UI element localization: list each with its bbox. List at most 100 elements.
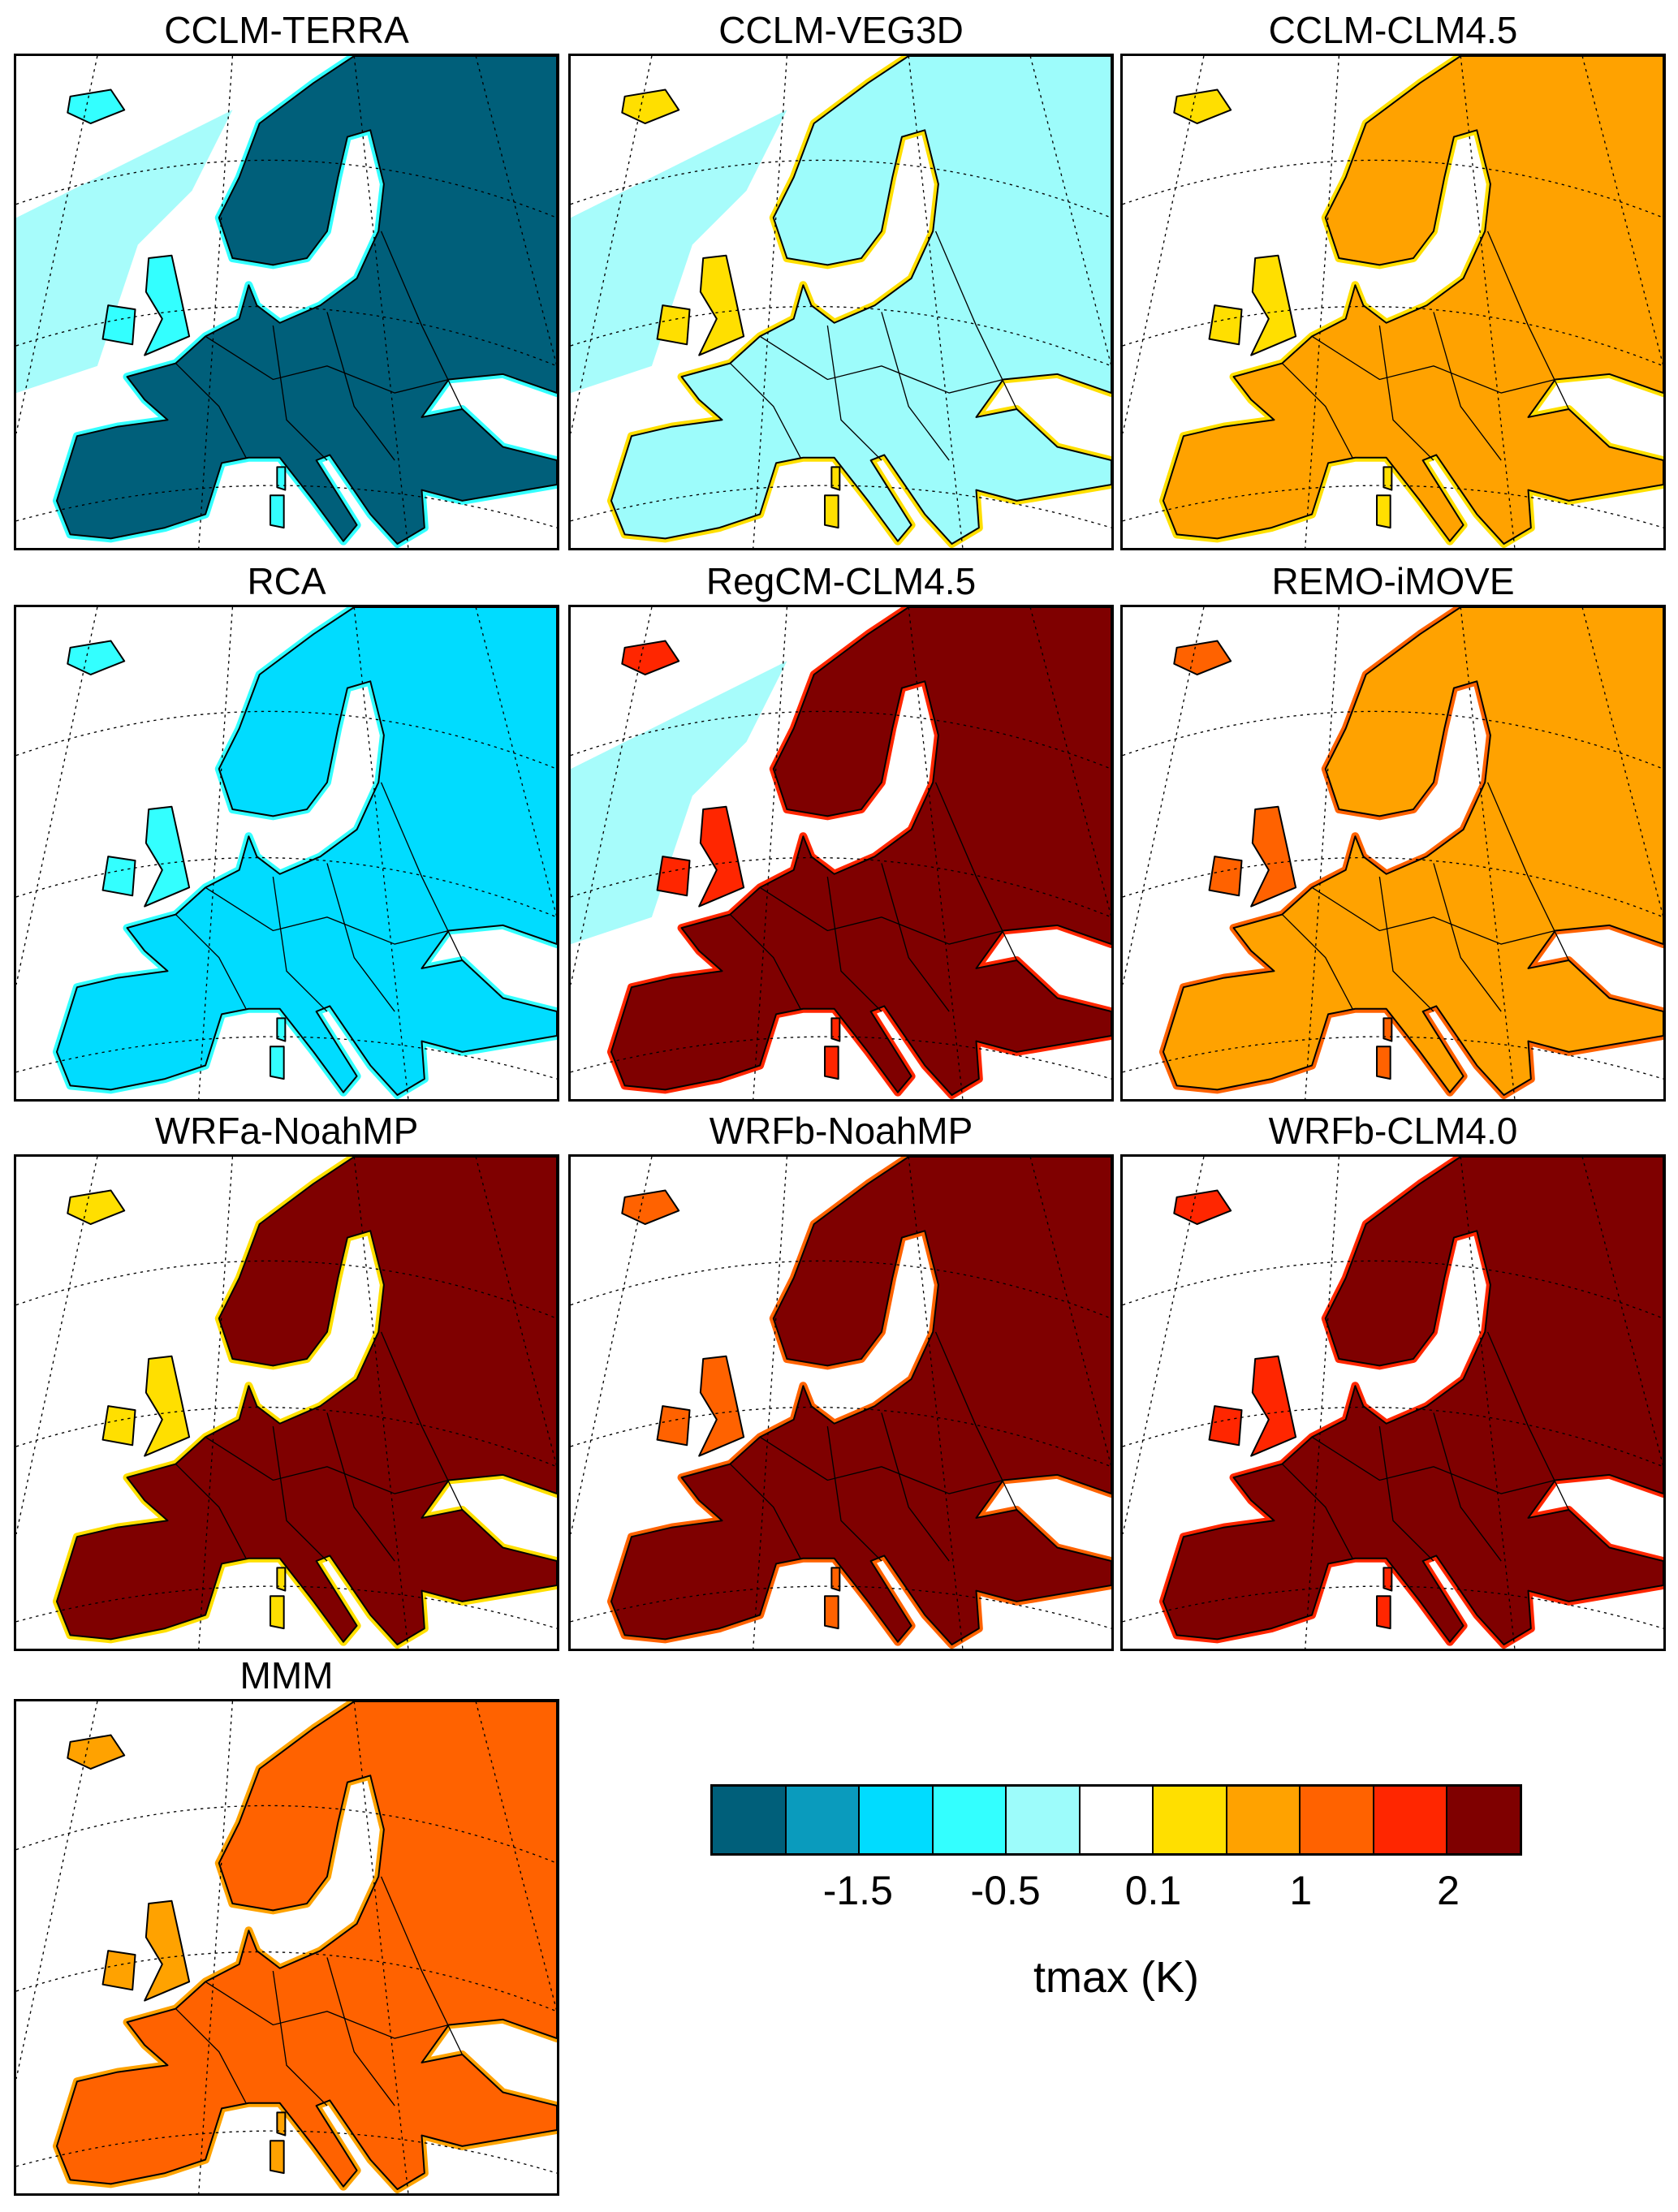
corsica-region [276, 1017, 287, 1042]
colorbar [710, 1784, 1522, 1856]
iceland-region [67, 1734, 126, 1770]
sardinia-region [270, 2140, 285, 2175]
colorbar-swatch [1447, 1787, 1521, 1853]
ireland-region [101, 304, 136, 346]
uk-region [1250, 254, 1297, 356]
corsica-region [276, 466, 287, 491]
sardinia-region [270, 494, 285, 529]
land-region [55, 1701, 557, 2191]
iceland-region [621, 88, 680, 125]
europe-map [14, 54, 559, 550]
panel-title: CCLM-TERRA [164, 9, 409, 51]
sardinia-region [270, 1595, 285, 1630]
uk-region [698, 1355, 745, 1457]
panel-title: RegCM-CLM4.5 [705, 560, 977, 602]
iceland-region [1173, 88, 1232, 125]
country-borders [729, 231, 1018, 461]
map-panel: RegCM-CLM4.5 [568, 560, 1114, 1102]
iceland-region [621, 640, 680, 676]
sea-margin [16, 661, 233, 945]
colorbar-swatch [1007, 1787, 1081, 1853]
panel-title: WRFb-NoahMP [709, 1110, 973, 1152]
graticule [571, 56, 1111, 548]
graticule [1123, 607, 1663, 1099]
ireland-region [1208, 304, 1243, 346]
colorbar-tick-label: -0.5 [970, 1868, 1041, 1913]
country-borders [729, 782, 1018, 1012]
country-borders [175, 1876, 464, 2106]
corsica-region [1383, 1567, 1393, 1592]
sardinia-region [1376, 1595, 1391, 1630]
iceland-region [67, 88, 126, 125]
iceland-region [1173, 1189, 1232, 1226]
uk-region [1250, 805, 1297, 908]
graticule [1123, 1157, 1663, 1649]
country-borders [175, 231, 464, 461]
map-panel: MMM [14, 1654, 559, 2196]
graticule [571, 1157, 1111, 1649]
graticule [16, 607, 557, 1099]
europe-map [1120, 54, 1666, 550]
europe-map [568, 605, 1114, 1102]
uk-region [144, 1355, 191, 1457]
panel-title: WRFb-CLM4.0 [1268, 1110, 1518, 1152]
sea-margin [16, 1210, 233, 1494]
europe-map [14, 1699, 559, 2196]
land-region [610, 56, 1111, 545]
corsica-region [830, 466, 841, 491]
corsica-region [1383, 1017, 1393, 1042]
colorbar-swatch [1154, 1787, 1227, 1853]
iceland-region [67, 640, 126, 676]
colorbar-swatch [713, 1787, 787, 1853]
uk-region [698, 805, 745, 908]
country-borders [1281, 1331, 1570, 1562]
sea-margin [16, 110, 233, 394]
corsica-region [276, 1567, 287, 1592]
europe-map [14, 605, 559, 1102]
land-region [55, 607, 557, 1097]
graticule [16, 1157, 557, 1649]
graticule [16, 56, 557, 548]
colorbar-swatch [1080, 1787, 1154, 1853]
land-region [610, 1157, 1111, 1646]
colorbar-swatch [860, 1787, 934, 1853]
corsica-region [830, 1567, 841, 1592]
colorbar-swatch [1227, 1787, 1301, 1853]
map-panel: CCLM-VEG3D [568, 9, 1114, 550]
country-borders [1281, 782, 1570, 1012]
corsica-region [1383, 466, 1393, 491]
ireland-region [101, 1405, 136, 1447]
sardinia-region [824, 1595, 839, 1630]
sardinia-region [1376, 1046, 1391, 1080]
map-panel: RCA [14, 560, 559, 1102]
europe-map [1120, 1154, 1666, 1651]
map-panel: CCLM-TERRA [14, 9, 559, 550]
sea-margin [1123, 110, 1339, 394]
uk-region [698, 254, 745, 356]
sardinia-region [1376, 494, 1391, 529]
corsica-region [276, 2111, 287, 2137]
panel-title: MMM [239, 1654, 334, 1697]
panel-title: REMO-iMOVE [1271, 560, 1515, 602]
land-region [610, 607, 1111, 1097]
panel-title: RCA [247, 560, 326, 602]
land-region [55, 56, 557, 545]
sea-margin [571, 1210, 787, 1494]
sardinia-region [270, 1046, 285, 1080]
graticule [571, 607, 1111, 1099]
map-panel: CCLM-CLM4.5 [1120, 9, 1666, 550]
sea-margin [1123, 1210, 1339, 1494]
land-region [1162, 607, 1663, 1097]
colorbar-tick-label: 2 [1437, 1868, 1460, 1913]
uk-region [1250, 1355, 1297, 1457]
land-region [1162, 1157, 1663, 1646]
colorbar-tick-label: -1.5 [822, 1868, 893, 1913]
land-region [55, 1157, 557, 1646]
ireland-region [656, 856, 691, 897]
land-region [1162, 56, 1663, 545]
sea-margin [571, 110, 787, 394]
iceland-region [1173, 640, 1232, 676]
graticule [16, 1701, 557, 2193]
panel-title: CCLM-CLM4.5 [1268, 9, 1518, 51]
colorbar-swatch [933, 1787, 1007, 1853]
